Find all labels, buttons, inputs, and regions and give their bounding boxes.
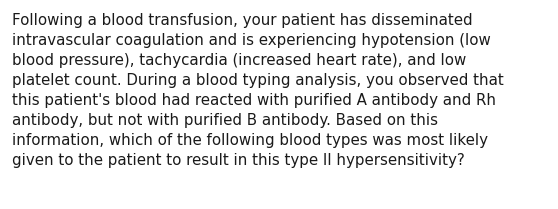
Text: Following a blood transfusion, your patient has disseminated
intravascular coagu: Following a blood transfusion, your pati…	[12, 13, 504, 168]
